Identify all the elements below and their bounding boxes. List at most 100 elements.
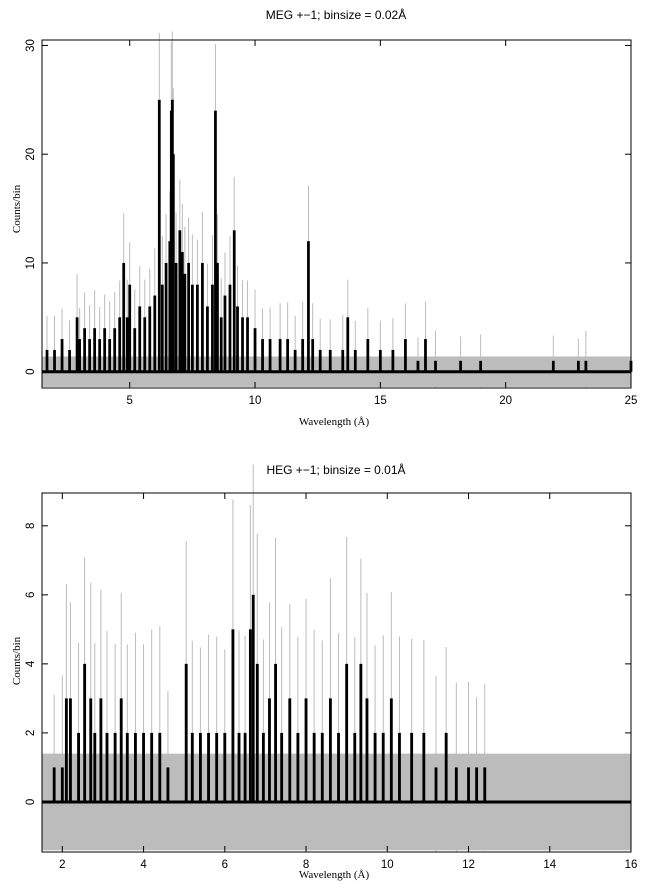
- heg-x-tick-label: 12: [462, 859, 475, 871]
- heg-count-bar: [198, 732, 202, 802]
- meg-count-bar: [78, 339, 81, 372]
- heg-count-bars: [52, 594, 487, 802]
- meg-count-bar: [223, 295, 227, 372]
- heg-x-axis-label: Wavelength (Å): [299, 869, 370, 881]
- meg-count-bar: [153, 295, 157, 372]
- heg-count-bar: [312, 732, 316, 802]
- meg-count-bars: [45, 99, 633, 372]
- heg-count-bar: [483, 767, 487, 802]
- meg-count-bar: [133, 328, 137, 372]
- heg-count-bar: [337, 732, 340, 802]
- meg-count-bar: [183, 273, 187, 372]
- meg-x-ticks: 5 10 15 20 25: [127, 40, 638, 407]
- heg-count-bar: [359, 663, 363, 802]
- meg-x-tick-label: 15: [374, 395, 387, 407]
- meg-count-bar: [328, 349, 332, 372]
- heg-count-bar: [69, 698, 72, 802]
- heg-panel: HEG +−1; binsize = 0.01Å 2 4 6 8 10 12 14 16 0 2…: [11, 462, 637, 881]
- heg-count-bar: [99, 698, 103, 802]
- heg-count-bar: [365, 698, 369, 802]
- meg-count-bar: [219, 317, 223, 372]
- meg-count-bar: [246, 317, 249, 372]
- heg-count-bar: [150, 732, 154, 802]
- heg-count-bar: [158, 732, 162, 802]
- meg-count-bar: [366, 339, 370, 372]
- meg-count-bar: [301, 339, 305, 372]
- meg-axes-frame: [41, 39, 632, 389]
- heg-x-tick-label: 2: [59, 859, 65, 871]
- meg-count-bar: [128, 284, 132, 372]
- meg-count-bar: [171, 154, 175, 372]
- heg-count-bar: [64, 698, 68, 802]
- heg-y-tick-label: 0: [25, 799, 37, 805]
- heg-count-bar: [454, 767, 458, 802]
- heg-count-bar: [381, 732, 385, 802]
- meg-count-bar: [201, 262, 204, 372]
- heg-y-axis-label: Counts/bin: [11, 636, 23, 685]
- meg-y-tick-label: 30: [25, 39, 37, 52]
- meg-count-bar: [286, 339, 290, 372]
- meg-count-bar: [584, 360, 588, 372]
- heg-count-bar: [389, 698, 393, 802]
- meg-count-bar: [93, 328, 97, 372]
- meg-count-bar: [391, 349, 395, 372]
- heg-count-bar: [410, 732, 414, 802]
- meg-count-bar: [187, 262, 191, 372]
- meg-count-bar: [253, 328, 257, 372]
- meg-count-bar: [108, 339, 112, 372]
- meg-count-bar: [138, 306, 142, 372]
- meg-count-bar: [164, 262, 168, 372]
- meg-x-tick-label: 25: [625, 395, 638, 407]
- heg-count-bar: [83, 663, 87, 802]
- meg-count-bar: [353, 349, 357, 372]
- meg-count-bar: [168, 241, 172, 372]
- meg-count-bar: [378, 349, 382, 372]
- meg-count-bar: [214, 110, 217, 372]
- heg-x-tick-label: 16: [625, 859, 638, 871]
- meg-title: MEG +−1; binsize = 0.02Å: [266, 7, 406, 22]
- meg-count-bar: [311, 339, 315, 372]
- heg-count-bar: [119, 698, 123, 802]
- heg-count-bar: [274, 663, 277, 802]
- heg-count-bar: [261, 732, 265, 802]
- meg-count-bar: [278, 339, 282, 372]
- meg-count-bar: [551, 360, 555, 372]
- meg-count-bar: [113, 328, 117, 372]
- heg-y-tick-label: 2: [25, 730, 37, 736]
- meg-count-bar: [88, 339, 91, 372]
- meg-count-bar: [293, 349, 297, 372]
- heg-count-bar: [125, 732, 129, 802]
- heg-count-bar: [166, 767, 170, 802]
- meg-count-bar: [268, 339, 272, 372]
- heg-x-tick-label: 4: [140, 859, 147, 871]
- meg-count-bar: [236, 306, 239, 372]
- heg-count-bar: [422, 732, 426, 802]
- heg-x-tick-label: 10: [381, 859, 394, 871]
- meg-count-bar: [103, 328, 107, 372]
- meg-count-bar: [434, 360, 437, 372]
- meg-y-tick-label: 0: [25, 368, 37, 374]
- heg-count-bar: [304, 698, 308, 802]
- heg-y-tick-label: 8: [25, 523, 37, 529]
- heg-count-bar: [328, 698, 332, 802]
- heg-count-bar: [280, 732, 284, 802]
- meg-count-bar: [346, 317, 350, 372]
- heg-count-bar: [320, 732, 324, 802]
- meg-y-tick-label: 20: [25, 148, 37, 161]
- heg-count-bar: [184, 663, 188, 802]
- meg-x-tick-label: 10: [249, 395, 262, 407]
- heg-count-bar: [215, 732, 219, 802]
- heg-count-bar: [398, 732, 401, 802]
- meg-count-bar: [341, 349, 345, 372]
- heg-count-bar: [223, 732, 227, 802]
- meg-count-bar: [174, 262, 178, 372]
- meg-count-bar: [211, 284, 214, 372]
- heg-count-bar: [255, 663, 259, 802]
- heg-y-ticks: 0 2 4 6 8: [25, 523, 631, 805]
- heg-count-bar: [113, 732, 117, 802]
- meg-count-bar: [318, 349, 322, 372]
- heg-y-tick-label: 4: [25, 660, 37, 667]
- heg-count-bar: [251, 594, 255, 802]
- heg-count-bar: [475, 767, 479, 802]
